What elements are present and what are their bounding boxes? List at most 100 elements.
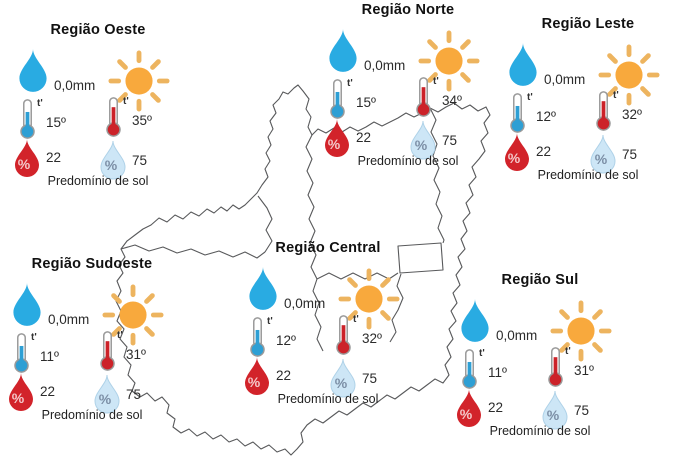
svg-text:%: % <box>99 391 112 407</box>
federal-district-outline <box>397 242 444 274</box>
precipitation-value: 0,0mm <box>48 312 90 327</box>
temp-mark-label: t' <box>123 96 129 107</box>
temp-min-value: 11º <box>40 349 59 364</box>
region-oeste: Região Oeste 0,0mm t' 15º t' <box>10 22 186 194</box>
humidity-max-drop-icon: % <box>100 140 126 180</box>
humidity-max-value: 75 <box>622 147 638 162</box>
svg-text:%: % <box>328 136 341 152</box>
temp-mark-label: t' <box>267 316 273 327</box>
temp-max-value: 32º <box>362 331 382 346</box>
temp-max-value: 35º <box>132 113 152 128</box>
temp-mark-label: t' <box>347 78 353 89</box>
region-title: Região Sul <box>501 272 579 288</box>
humidity-min-value: 22 <box>276 368 292 383</box>
svg-text:%: % <box>508 150 521 166</box>
humidity-max-drop-icon: % <box>542 390 568 430</box>
region-sudoeste: Região Sudoeste 0,0mm t' 11º <box>4 256 180 428</box>
humidity-max-value: 75 <box>442 133 458 148</box>
svg-text:%: % <box>248 374 261 390</box>
precipitation-value: 0,0mm <box>54 78 96 93</box>
sun-icon <box>598 44 660 106</box>
region-title: Região Norte <box>361 2 455 18</box>
humidity-min-value: 22 <box>46 150 62 165</box>
svg-text:%: % <box>595 151 608 167</box>
humidity-max-value: 75 <box>362 371 378 386</box>
humidity-min-value: 22 <box>536 144 552 159</box>
temp-mark-label: t' <box>37 98 43 109</box>
temp-mark-label: t' <box>479 348 485 359</box>
humidity-min-drop-icon: % <box>457 389 481 427</box>
forecast-caption: Predomínio de sol <box>537 168 639 182</box>
region-boundaries <box>120 107 445 352</box>
thermometer-min-icon <box>250 317 265 357</box>
region-leste: Região Leste 0,0mm t' 12º t' <box>500 16 674 188</box>
svg-text:%: % <box>105 157 118 173</box>
region-sul: Região Sul 0,0mm t' 11º t' <box>452 272 628 444</box>
humidity-max-value: 75 <box>132 153 148 168</box>
temp-max-value: 31º <box>574 363 594 378</box>
rain-drop-icon <box>509 43 537 86</box>
humidity-max-drop-icon: % <box>590 134 616 174</box>
thermometer-max-icon <box>336 315 351 355</box>
thermometer-min-icon <box>462 349 477 389</box>
svg-text:%: % <box>415 137 428 153</box>
temp-mark-label: t' <box>433 76 439 87</box>
temp-min-value: 15º <box>46 115 66 130</box>
thermometer-max-icon <box>416 77 431 117</box>
humidity-min-drop-icon: % <box>325 119 349 157</box>
thermometer-max-icon <box>106 97 121 137</box>
region-title: Região Central <box>275 240 381 256</box>
precipitation-value: 0,0mm <box>284 296 326 311</box>
svg-text:%: % <box>18 156 31 172</box>
temp-max-value: 32º <box>622 107 642 122</box>
sun-icon <box>108 50 170 112</box>
humidity-max-drop-icon: % <box>94 374 120 414</box>
temp-mark-label: t' <box>613 90 619 101</box>
temp-max-value: 31º <box>126 347 146 362</box>
svg-text:%: % <box>335 375 348 391</box>
thermometer-min-icon <box>14 333 29 373</box>
forecast-caption: Predomínio de sol <box>357 154 459 168</box>
humidity-max-drop-icon: % <box>330 358 356 398</box>
forecast-caption: Predomínio de sol <box>489 424 591 438</box>
precipitation-value: 0,0mm <box>544 72 586 87</box>
temp-mark-label: t' <box>527 92 533 103</box>
forecast-caption: Predomínio de sol <box>47 174 149 188</box>
rain-drop-icon <box>13 283 41 326</box>
thermometer-min-icon <box>510 93 525 133</box>
humidity-min-value: 22 <box>40 384 56 399</box>
sun-icon <box>102 284 164 346</box>
region-title: Região Oeste <box>50 22 146 38</box>
humidity-min-drop-icon: % <box>9 373 33 411</box>
temp-mark-label: t' <box>353 314 359 325</box>
humidity-min-drop-icon: % <box>245 357 269 395</box>
temp-mark-label: t' <box>565 346 571 357</box>
thermometer-max-icon <box>100 331 115 371</box>
sun-icon <box>338 268 400 330</box>
thermometer-max-icon <box>596 91 611 131</box>
sun-icon <box>418 30 480 92</box>
state-outline <box>115 84 491 456</box>
temp-mark-label: t' <box>117 330 123 341</box>
humidity-max-value: 75 <box>126 387 142 402</box>
temp-mark-label: t' <box>31 332 37 343</box>
temp-max-value: 34º <box>442 93 462 108</box>
rain-drop-icon <box>249 267 277 310</box>
temp-min-value: 15º <box>356 95 376 110</box>
rain-drop-icon <box>329 29 357 72</box>
humidity-min-value: 22 <box>356 130 372 145</box>
thermometer-min-icon <box>20 99 35 139</box>
precipitation-value: 0,0mm <box>364 58 406 73</box>
svg-text:%: % <box>460 406 473 422</box>
region-title: Região Sudoeste <box>31 256 153 272</box>
humidity-max-value: 75 <box>574 403 590 418</box>
rain-drop-icon <box>461 299 489 342</box>
forecast-caption: Predomínio de sol <box>41 408 143 422</box>
sun-icon <box>550 300 612 362</box>
forecast-caption: Predomínio de sol <box>277 392 379 406</box>
humidity-max-drop-icon: % <box>410 120 436 160</box>
thermometer-max-icon <box>548 347 563 387</box>
temp-min-value: 11º <box>488 365 507 380</box>
